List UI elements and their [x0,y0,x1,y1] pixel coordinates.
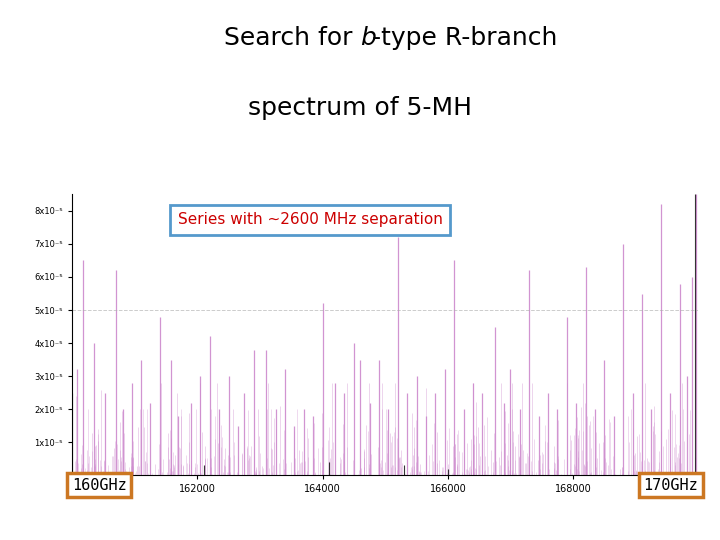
Text: spectrum of 5-MH: spectrum of 5-MH [248,96,472,120]
Text: b: b [360,26,376,50]
Text: Search for: Search for [223,26,360,50]
Text: 170GHz: 170GHz [644,478,698,493]
Text: Series with ∼2600 MHz separation: Series with ∼2600 MHz separation [178,212,443,227]
Text: -type R-branch: -type R-branch [372,26,557,50]
Text: 160GHz: 160GHz [72,478,127,493]
